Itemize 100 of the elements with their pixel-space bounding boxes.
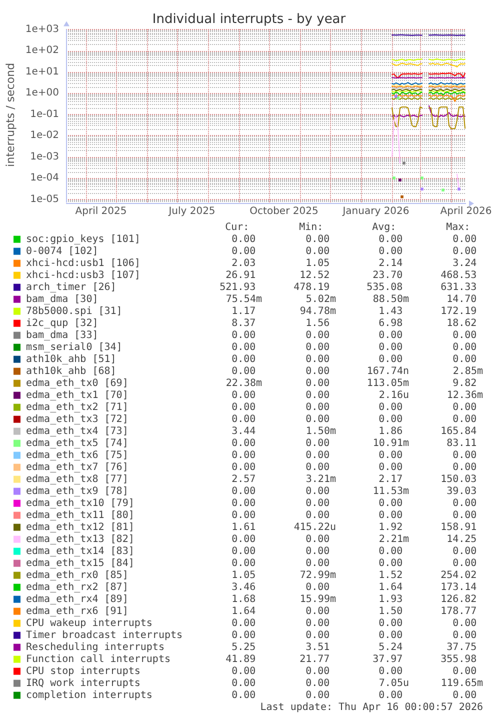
legend-label: bam_dma [33] — [26, 330, 98, 341]
point — [442, 188, 444, 192]
legend-label: ath10k_ahb [68] — [26, 366, 116, 377]
text: 0.00 — [306, 558, 330, 569]
text: 0.00 — [452, 618, 477, 629]
text: 2.21m — [378, 534, 409, 545]
legend-label: Timer broadcast interrupts — [26, 630, 183, 641]
text: 0.00 — [452, 234, 477, 245]
text: 14.70 — [446, 294, 477, 305]
legend-label: xhci-hcd:usb3 [107] — [26, 270, 140, 281]
text: 37.75 — [446, 642, 477, 653]
text: 0.00 — [306, 690, 330, 701]
text: 0.00 — [452, 246, 477, 257]
text: 3.44 — [232, 426, 256, 437]
text: 0.00 — [306, 510, 330, 521]
text: Avg: — [372, 222, 396, 233]
text: 0.00 — [232, 234, 256, 245]
text: 167.74n — [366, 366, 409, 377]
text: 0.00 — [232, 690, 256, 701]
text: 0.00 — [306, 498, 330, 509]
text: 41.89 — [226, 654, 256, 665]
text: 0.00 — [452, 450, 477, 461]
legend-label: i2c_qup [32] — [26, 318, 98, 329]
text: 355.98 — [440, 654, 477, 665]
text: 1.50 — [378, 606, 403, 617]
text: 2.03 — [232, 258, 256, 269]
text: 3.46 — [232, 582, 256, 593]
text: 126.82 — [440, 594, 477, 605]
text: 521.93 — [220, 282, 256, 293]
text: 83.11 — [446, 438, 477, 449]
text: 1.64 — [232, 606, 256, 617]
text: 2.17 — [378, 474, 403, 485]
text: 88.50m — [372, 294, 409, 305]
text: 0.00 — [452, 666, 477, 677]
y-tick-label: 1e+01 — [25, 66, 59, 78]
text: 39.03 — [446, 486, 477, 497]
text: 1.68 — [232, 594, 256, 605]
text: 2.16u — [378, 390, 409, 401]
text: 2.85m — [452, 366, 483, 377]
text: 0.00 — [232, 450, 256, 461]
legend-label: edma_eth_rx0 [85] — [26, 570, 128, 581]
text: 0.00 — [378, 510, 403, 521]
text: 0.00 — [378, 462, 403, 473]
legend-label: bam_dma [30] — [26, 294, 98, 305]
text: 0.00 — [378, 234, 403, 245]
text: 0.00 — [378, 450, 403, 461]
legend-label: edma_eth_tx2 [71] — [26, 402, 128, 413]
text: 3.24 — [452, 258, 477, 269]
text: 0.00 — [306, 366, 330, 377]
y-axis-title: interrupts / second — [4, 62, 17, 167]
text: 0.00 — [452, 546, 477, 557]
legend-label: edma_eth_tx1 [70] — [26, 390, 128, 401]
text: 0.00 — [306, 618, 330, 629]
text: 0.00 — [452, 630, 477, 641]
legend-label: edma_eth_tx6 [75] — [26, 450, 128, 461]
point — [458, 188, 460, 190]
text: 1.05 — [232, 570, 256, 581]
text: 478.19 — [294, 282, 330, 293]
text: 37.97 — [372, 654, 403, 665]
text: 0.00 — [378, 354, 403, 365]
text: 0.00 — [232, 618, 256, 629]
text: 0.00 — [232, 630, 256, 641]
x-tick-label: July 2025 — [168, 206, 216, 218]
text: 158.91 — [440, 522, 477, 533]
text: 5.02m — [306, 294, 336, 305]
y-tick-label: 1e-05 — [30, 194, 59, 205]
legend-label: edma_eth_tx15 [84] — [26, 558, 134, 569]
text: 0.00 — [452, 558, 477, 569]
text: 0.00 — [232, 402, 256, 413]
legend-label: edma_eth_tx9 [78] — [26, 486, 128, 497]
text: 173.14 — [440, 582, 477, 593]
text: 0.00 — [306, 354, 330, 365]
text: 12.36m — [446, 390, 483, 401]
text: 1.05 — [306, 258, 330, 269]
text: 18.62 — [446, 318, 477, 329]
text: 0.00 — [306, 462, 330, 473]
text: 0.00 — [232, 678, 256, 689]
text: 0.00 — [232, 330, 256, 341]
point — [420, 188, 424, 190]
text: 119.65m — [440, 678, 483, 689]
text: 0.00 — [378, 330, 403, 341]
text: 0.00 — [452, 462, 477, 473]
legend-label: soc:gpio_keys [101] — [26, 234, 140, 245]
text: 0.00 — [306, 234, 330, 245]
text: 72.99m — [300, 570, 336, 581]
text: 0.00 — [378, 690, 403, 701]
point — [420, 176, 424, 180]
text: 10.91m — [372, 438, 409, 449]
text: 0.00 — [232, 342, 256, 353]
text: 5.25 — [232, 642, 256, 653]
legend-label: xhci-hcd:usb1 [106] — [26, 258, 140, 269]
legend-label: CPU wakeup interrupts — [26, 618, 152, 629]
text: Last update: Thu Apr 16 00:00:57 2026 — [260, 702, 483, 713]
text: 0.00 — [232, 462, 256, 473]
point — [398, 178, 402, 182]
legend-label: 78b5000.spi [31] — [26, 306, 122, 317]
text: 0.00 — [378, 498, 403, 509]
text: 21.77 — [300, 654, 330, 665]
text: 0.00 — [232, 498, 256, 509]
text: 0.00 — [306, 450, 330, 461]
